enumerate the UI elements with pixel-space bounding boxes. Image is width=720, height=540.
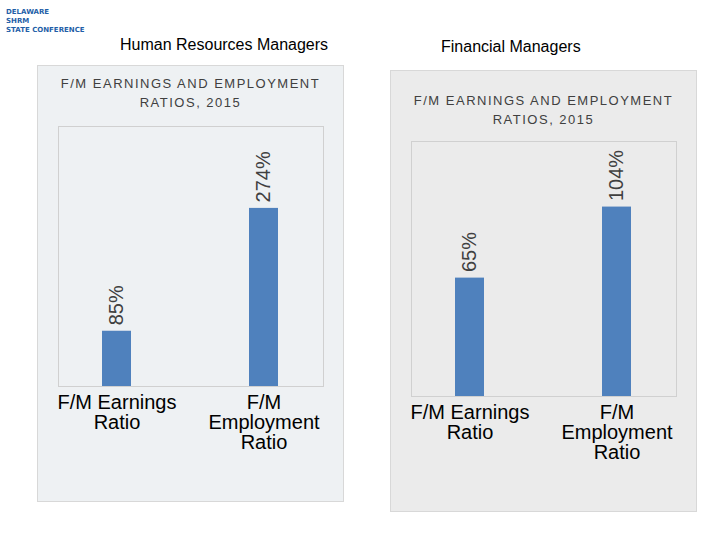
html-text:Financial Managers: Financial Managers xyxy=(441,38,581,55)
svg-text:F/M EarningsRatio: F/M EarningsRatio xyxy=(411,401,530,443)
svg-text:274%: 274% xyxy=(252,151,274,202)
svg-text:F/MEmploymentRatio: F/MEmploymentRatio xyxy=(561,401,673,463)
svg-text:65%: 65% xyxy=(458,232,480,272)
html-text:F/M EARNINGS AND EMPLOYMENT RA: F/M EARNINGS AND EMPLOYMENT RATIOS, 2015 xyxy=(60,76,321,110)
svg-text:104%: 104% xyxy=(605,150,627,201)
svg-text:85%: 85% xyxy=(105,285,127,325)
html-text:SHRM: SHRM xyxy=(6,17,30,25)
html-text:Human Resources Managers: Human Resources Managers xyxy=(120,36,329,53)
svg-text:F/MEmploymentRatio: F/MEmploymentRatio xyxy=(208,391,320,453)
svg-text:F/M EarningsRatio: F/M EarningsRatio xyxy=(58,391,177,433)
html-text:STATE CONFERENCE: STATE CONFERENCE xyxy=(6,26,85,34)
html-text:F/M EARNINGS AND EMPLOYMENT RA: F/M EARNINGS AND EMPLOYMENT RATIOS, 2015 xyxy=(413,93,674,127)
html-text:DELAWARE: DELAWARE xyxy=(6,8,50,16)
